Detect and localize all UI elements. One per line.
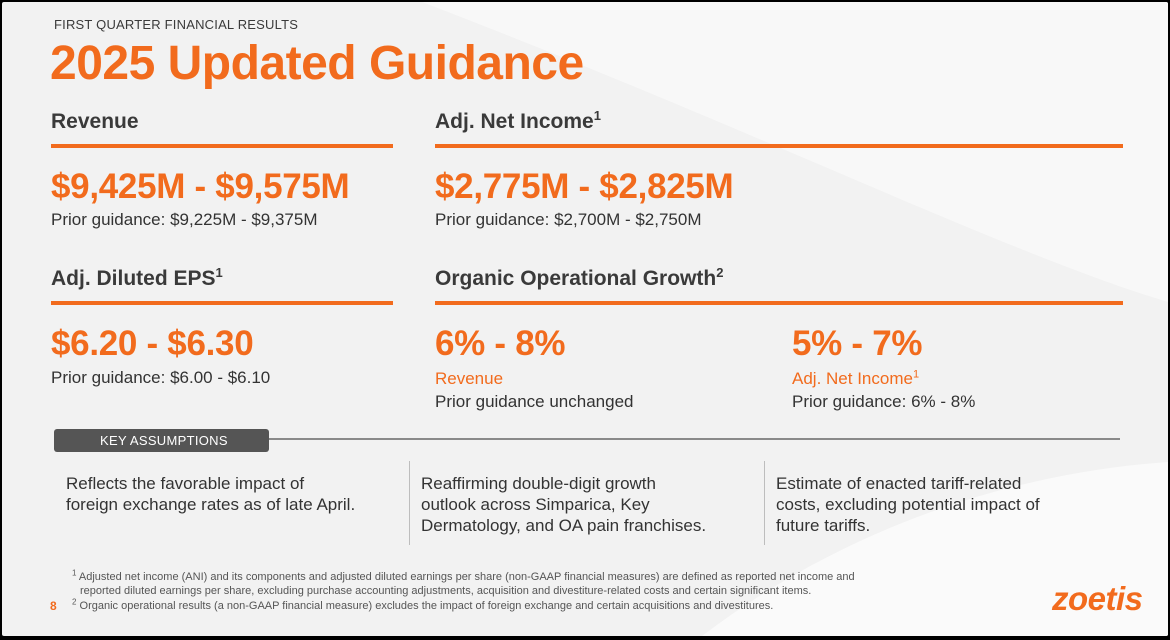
zoetis-logo: zoetis: [1052, 580, 1143, 617]
organic-ani-label: Adj. Net Income1: [792, 369, 919, 389]
assumption-tariffs: Estimate of enacted tariff-related costs…: [776, 474, 1040, 535]
organic-ani-footnote-ref: 1: [912, 368, 920, 381]
net-income-heading: Adj. Net Income1: [435, 108, 601, 134]
footnote-1-line-2: reported diluted earnings per share, exc…: [80, 585, 812, 597]
organic-revenue-prior: Prior guidance unchanged: [435, 392, 634, 411]
eps-heading: Adj. Diluted EPS1: [51, 265, 223, 291]
revenue-rule: [51, 144, 393, 148]
organic-growth-rule: [435, 301, 1123, 305]
organic-revenue-value: 6% - 8%: [435, 324, 566, 363]
net-income-heading-text: Adj. Net Income: [435, 110, 594, 133]
revenue-heading-text: Revenue: [51, 110, 139, 133]
section-eyebrow: FIRST QUARTER FINANCIAL RESULTS: [54, 17, 299, 32]
page-title: 2025 Updated Guidance: [50, 37, 584, 90]
organic-growth-heading-text: Organic Operational Growth: [435, 267, 717, 290]
net-income-prior: Prior guidance: $2,700M - $2,750M: [435, 210, 702, 229]
eps-rule: [51, 301, 393, 305]
eps-prior: Prior guidance: $6.00 - $6.10: [51, 368, 271, 387]
assumption-growth: Reaffirming double-digit growth outlook …: [421, 474, 707, 535]
key-assumptions-divider: [267, 438, 1120, 440]
footnote-2: 2 Organic operational results (a non-GAA…: [72, 597, 774, 613]
revenue-prior: Prior guidance: $9,225M - $9,375M: [51, 210, 318, 229]
organic-footnote-ref: 2: [716, 265, 724, 280]
net-income-value: $2,775M - $2,825M: [435, 167, 734, 206]
footnote-2-text: Organic operational results (a non-GAAP …: [79, 600, 774, 612]
revenue-value: $9,425M - $9,575M: [51, 167, 350, 206]
footnote-1-text: Adjusted net income (ANI) and its compon…: [78, 571, 855, 583]
assumption-divider-1: [409, 461, 410, 545]
footnote-1-mark: 1: [72, 568, 77, 578]
eps-heading-text: Adj. Diluted EPS: [51, 267, 216, 290]
net-income-rule: [435, 144, 1123, 148]
eps-footnote-ref: 1: [215, 265, 223, 280]
organic-ani-label-text: Adj. Net Income: [792, 369, 913, 388]
organic-ani-prior: Prior guidance: 6% - 8%: [792, 392, 976, 411]
revenue-heading: Revenue: [51, 110, 139, 134]
assumption-fx: Reflects the favorable impact of foreign…: [66, 474, 356, 514]
footnote-1-line-1: 1 Adjusted net income (ANI) and its comp…: [72, 568, 855, 584]
eps-value: $6.20 - $6.30: [51, 324, 254, 363]
organic-ani-value: 5% - 7%: [792, 324, 923, 363]
net-income-footnote-ref: 1: [593, 108, 601, 123]
page-number: 8: [50, 599, 57, 613]
footnote-2-mark: 2: [72, 597, 77, 607]
organic-revenue-label: Revenue: [435, 369, 504, 388]
assumption-divider-2: [764, 461, 765, 545]
key-assumptions-label: KEY ASSUMPTIONS: [54, 429, 269, 452]
organic-growth-heading: Organic Operational Growth2: [435, 265, 724, 291]
